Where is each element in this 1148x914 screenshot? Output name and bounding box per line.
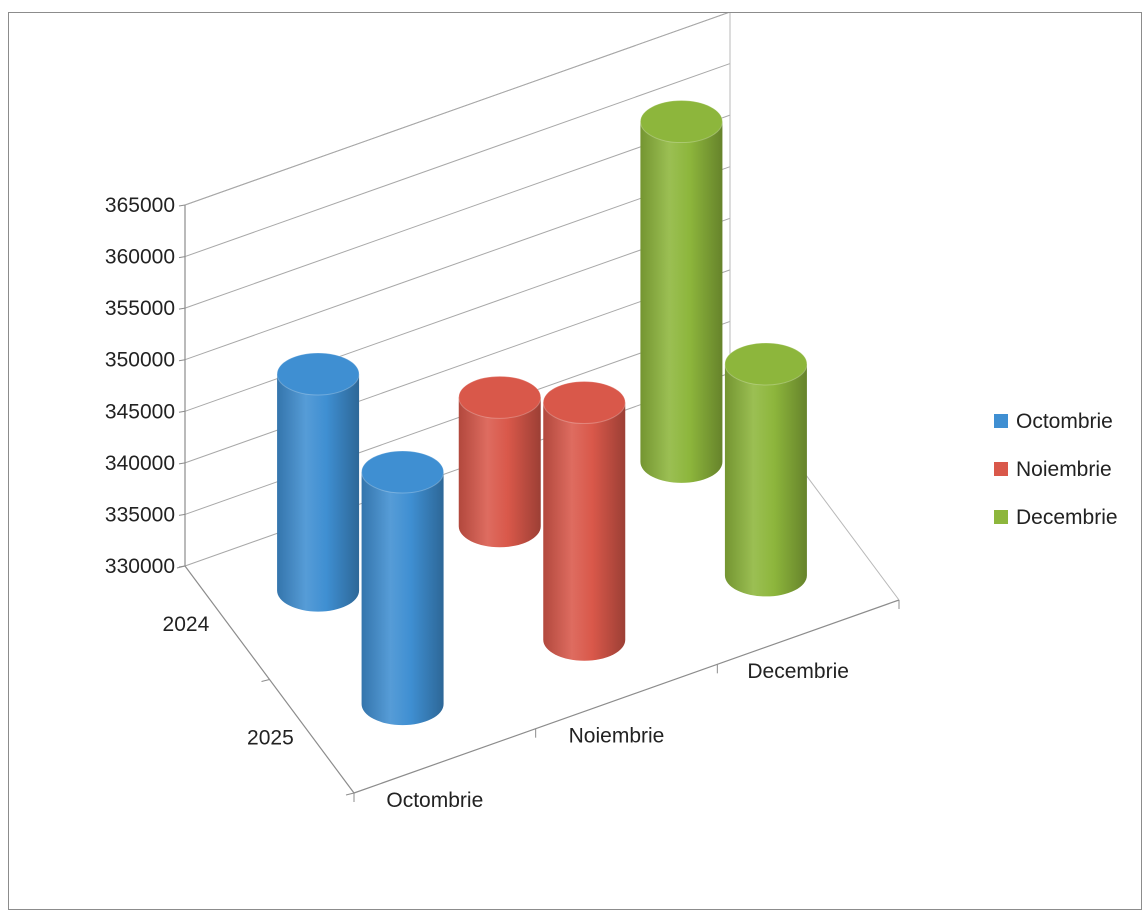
- y-tick-mark: [178, 410, 186, 413]
- cylinder-body: [543, 402, 626, 661]
- cylinder-bar: [639, 100, 723, 483]
- category-tick-label: Octombrie: [386, 789, 483, 812]
- cylinder-bar: [458, 375, 542, 548]
- gridline-back: [184, 320, 731, 515]
- y-tick-label: 355000: [105, 297, 175, 320]
- gridline-back: [184, 63, 731, 258]
- back-wall-top-edge: [184, 13, 729, 206]
- gridlines: [184, 13, 731, 567]
- category-axis-line: [353, 599, 900, 794]
- y-tick-mark: [178, 462, 186, 465]
- cylinder-bar: [276, 352, 360, 612]
- legend-swatch: [994, 462, 1008, 476]
- gridline-back: [184, 114, 731, 309]
- cylinder-bar: [361, 450, 445, 726]
- y-tick-label: 335000: [105, 503, 175, 526]
- cylinder-top: [639, 100, 723, 144]
- y-tick-label: 365000: [105, 194, 175, 217]
- category-tick-label: Decembrie: [747, 660, 849, 683]
- y-tick-mark: [178, 359, 186, 362]
- y-tick-mark: [178, 307, 186, 310]
- y-tick-label: 340000: [105, 452, 175, 475]
- gridline-back: [184, 217, 731, 412]
- chart-bars: [276, 100, 808, 726]
- y-tick-label: 360000: [105, 246, 175, 269]
- gridline-back: [184, 269, 731, 464]
- y-tick-mark: [178, 204, 186, 207]
- y-tick-label: 330000: [105, 555, 175, 578]
- legend-label: Octombrie: [1016, 410, 1113, 433]
- legend-swatch: [994, 414, 1008, 428]
- legend: Octombrie Noiembrie Decembrie: [994, 410, 1118, 529]
- depth-tick-mark: [261, 679, 270, 682]
- chart-svg: 330000 335000 340000 345000 350000 355000 3600…: [105, 13, 1118, 812]
- chart-labels: 330000 335000 340000 345000 350000 355000 3600…: [105, 194, 849, 812]
- depth-tick-label: 2024: [163, 613, 210, 636]
- cylinder-top: [542, 381, 626, 425]
- cylinder-body: [458, 397, 541, 548]
- y-tick-mark: [178, 256, 186, 259]
- category-tick-label: Noiembrie: [569, 725, 665, 748]
- y-tick-mark: [178, 513, 186, 516]
- cylinder-body: [724, 363, 807, 597]
- y-tick-label: 345000: [105, 400, 175, 423]
- legend-label: Noiembrie: [1016, 458, 1112, 481]
- gridline-back: [184, 372, 731, 567]
- gridline-back: [184, 166, 731, 361]
- depth-tick-label: 2025: [247, 726, 294, 749]
- cylinder-top: [276, 352, 360, 396]
- depth-tick-mark: [345, 792, 355, 796]
- cylinder-bar: [724, 342, 808, 597]
- legend-label: Decembrie: [1016, 506, 1118, 529]
- cylinder-top: [724, 342, 808, 386]
- cylinder-top: [361, 450, 445, 494]
- cylinder-body: [361, 472, 444, 726]
- cylinder-bar: [542, 381, 626, 661]
- cylinder-body: [277, 373, 360, 612]
- cylinder-body: [640, 121, 723, 483]
- chart-frame: 330000 335000 340000 345000 350000 355000 3600…: [8, 12, 1142, 910]
- legend-swatch: [994, 510, 1008, 524]
- cylinder-top: [458, 375, 542, 419]
- y-tick-label: 350000: [105, 349, 175, 372]
- depth-tick-mark: [176, 565, 186, 569]
